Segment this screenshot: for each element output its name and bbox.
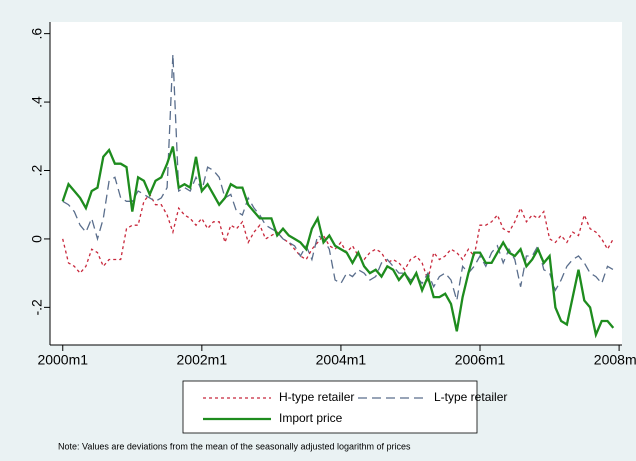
series-line <box>61 146 615 339</box>
y-tick-label: 0 <box>29 235 45 243</box>
legend-label: Import price <box>279 411 343 425</box>
x-tick-label: 2002m1 <box>177 352 228 368</box>
x-tick-label: 2000m1 <box>37 352 88 368</box>
note: Note: Values are deviations from the mea… <box>58 441 411 451</box>
y-tick-label: .4 <box>29 96 45 108</box>
x-tick-label: 2006m1 <box>455 352 506 368</box>
plot-area <box>50 22 622 345</box>
legend <box>182 380 478 434</box>
series-line <box>62 54 614 301</box>
x-tick-label: 2004m1 <box>316 352 367 368</box>
legend-label: H-type retailer <box>279 390 354 404</box>
x-tick-label: 2008m1 <box>594 352 636 368</box>
legend-label: L-type retailer <box>434 390 507 404</box>
series-line <box>62 193 614 283</box>
y-tick-label: .6 <box>29 28 45 40</box>
y-tick-label: -.2 <box>29 299 45 316</box>
y-tick-label: .2 <box>29 164 45 176</box>
